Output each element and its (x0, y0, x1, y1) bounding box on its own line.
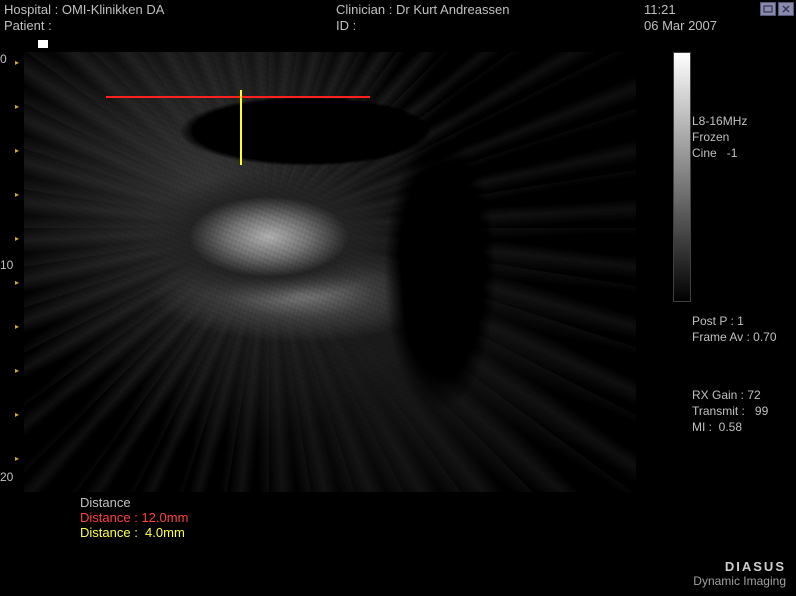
depth-tick: ▸ (15, 146, 21, 152)
postp-label: Post P : 1 (692, 314, 744, 328)
window-controls (760, 2, 794, 16)
depth-tick: ▸ (15, 366, 21, 372)
state-label: Frozen (692, 130, 729, 144)
measurement-yellow: Distance : 4.0mm (80, 525, 188, 540)
maximize-button[interactable] (760, 2, 776, 16)
depth-0: 0 (0, 52, 7, 66)
depth-tick: ▸ (15, 102, 21, 108)
depth-tick: ▸ (15, 410, 21, 416)
footer: DIASUS Dynamic Imaging (693, 559, 786, 588)
frameav-label: Frame Av : 0.70 (692, 330, 777, 344)
depth-tick: ▸ (15, 454, 21, 460)
date-label: 06 Mar 2007 (644, 18, 717, 33)
depth-10: 10 (0, 258, 13, 272)
rxgain-label: RX Gain : 72 (692, 388, 761, 402)
measurement-line-red[interactable] (106, 96, 370, 98)
depth-tick: ▸ (15, 278, 21, 284)
time-label: 11:21 (644, 2, 676, 17)
ultrasound-speckle (24, 52, 636, 492)
hospital-label: Hospital : OMI-Klinikken DA (4, 2, 164, 17)
depth-tick: ▸ (15, 190, 21, 196)
footer-sub: Dynamic Imaging (693, 574, 786, 588)
depth-tick: ▸ (15, 234, 21, 240)
measurement-red: Distance : 12.0mm (80, 510, 188, 525)
ultrasound-viewport[interactable] (24, 52, 636, 492)
depth-tick: ▸ (15, 322, 21, 328)
transmit-label: Transmit : 99 (692, 404, 768, 418)
measurements-readout: Distance Distance : 12.0mm Distance : 4.… (80, 495, 188, 540)
footer-brand: DIASUS (693, 559, 786, 574)
measurement-line-yellow[interactable] (240, 90, 242, 165)
id-label: ID : (336, 18, 356, 33)
depth-20: 20 (0, 470, 13, 484)
probe-label: L8-16MHz (692, 114, 747, 128)
close-button[interactable] (778, 2, 794, 16)
header-row-2: Patient : ID : 06 Mar 2007 (0, 18, 796, 34)
mi-label: MI : 0.58 (692, 420, 742, 434)
header-row-1: Hospital : OMI-Klinikken DA Clinician : … (0, 2, 796, 18)
scale-bar (38, 40, 48, 48)
cine-label: Cine -1 (692, 146, 737, 160)
grayscale-bar (673, 52, 691, 302)
measurement-title: Distance (80, 495, 188, 510)
patient-label: Patient : (4, 18, 52, 33)
depth-tick: ▸ (15, 58, 21, 64)
clinician-label: Clinician : Dr Kurt Andreassen (336, 2, 509, 17)
